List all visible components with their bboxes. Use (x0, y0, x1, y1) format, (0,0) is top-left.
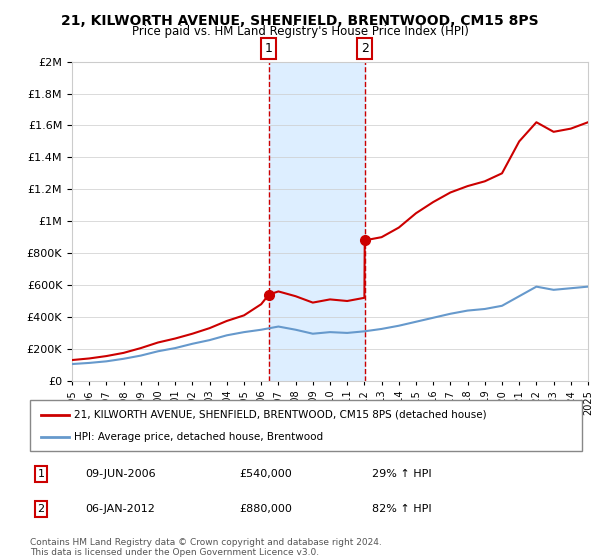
Text: 21, KILWORTH AVENUE, SHENFIELD, BRENTWOOD, CM15 8PS (detached house): 21, KILWORTH AVENUE, SHENFIELD, BRENTWOO… (74, 409, 487, 419)
Text: 2: 2 (361, 42, 368, 55)
Text: Price paid vs. HM Land Registry's House Price Index (HPI): Price paid vs. HM Land Registry's House … (131, 25, 469, 38)
Text: £880,000: £880,000 (240, 504, 293, 514)
Text: 09-JUN-2006: 09-JUN-2006 (85, 469, 156, 479)
FancyBboxPatch shape (30, 400, 582, 451)
Text: HPI: Average price, detached house, Brentwood: HPI: Average price, detached house, Bren… (74, 432, 323, 442)
Text: Contains HM Land Registry data © Crown copyright and database right 2024.
This d: Contains HM Land Registry data © Crown c… (30, 538, 382, 557)
Text: 06-JAN-2012: 06-JAN-2012 (85, 504, 155, 514)
Text: 21, KILWORTH AVENUE, SHENFIELD, BRENTWOOD, CM15 8PS: 21, KILWORTH AVENUE, SHENFIELD, BRENTWOO… (61, 14, 539, 28)
Text: 2: 2 (37, 504, 44, 514)
Text: 1: 1 (38, 469, 44, 479)
Text: 29% ↑ HPI: 29% ↑ HPI (372, 469, 432, 479)
Text: 1: 1 (265, 42, 273, 55)
Bar (269, 62, 365, 381)
Text: £540,000: £540,000 (240, 469, 293, 479)
Text: 82% ↑ HPI: 82% ↑ HPI (372, 504, 432, 514)
